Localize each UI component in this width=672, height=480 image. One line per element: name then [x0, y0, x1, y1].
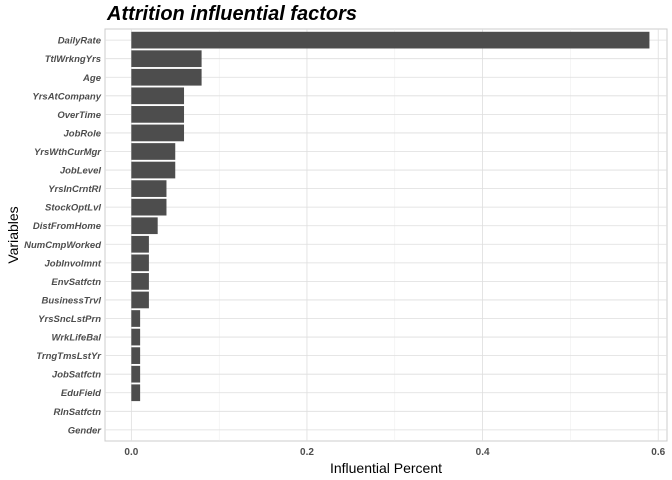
bar-jobinvolmnt — [131, 254, 149, 272]
bar-dailyrate — [131, 31, 650, 49]
bar-trngtmslstyr — [131, 347, 141, 364]
y-tick-label: JobLevel — [60, 166, 102, 177]
x-tick-labels: 0.0 0.2 0.4 0.6 — [124, 447, 665, 458]
y-tick-label: WrkLifeBal — [52, 333, 102, 344]
y-tick-label: EduField — [61, 388, 101, 399]
bar-yrswthcurmgr — [131, 143, 176, 160]
y-tick-label: RlnSatfctn — [54, 407, 102, 418]
y-tick-label: Age — [82, 73, 102, 84]
y-tick-label: OverTime — [57, 110, 101, 121]
y-tick-label: BusinessTrvl — [42, 295, 102, 306]
y-tick-label: EnvSatfctn — [51, 277, 101, 288]
y-tick-label: JobInvolmnt — [45, 258, 102, 269]
bar-yrssnclstprn — [131, 310, 141, 327]
x-tick-label: 0.4 — [476, 447, 490, 458]
x-tick-label: 0.2 — [300, 447, 314, 458]
bar-overtime — [131, 106, 185, 123]
bar-envsatfctn — [131, 273, 149, 290]
bar-jobrole — [131, 124, 185, 142]
bar-distfromhome — [131, 217, 158, 235]
plot-panel — [104, 28, 668, 442]
y-axis-title: Variables — [5, 206, 21, 263]
y-tick-label: TtlWrkngYrs — [45, 54, 101, 65]
x-tick-label: 0.0 — [124, 447, 138, 458]
bar-jobsatfctn — [131, 365, 141, 383]
y-tick-label: YrsSncLstPrn — [38, 314, 101, 325]
y-tick-label: DailyRate — [58, 36, 102, 47]
y-tick-label: YrsInCrntRl — [48, 184, 101, 195]
bar-numcmpworked — [131, 235, 149, 253]
bars — [131, 31, 650, 402]
bar-age — [131, 68, 202, 86]
chart-title: Attrition influential factors — [107, 3, 357, 25]
bar-ttlwrkngyrs — [131, 50, 202, 68]
grid-lines — [105, 29, 667, 441]
y-tick-label: YrsWthCurMgr — [34, 147, 102, 158]
bar-yrsatcompany — [131, 87, 185, 105]
bar-joblevel — [131, 161, 176, 179]
y-tick-label: NumCmpWorked — [24, 240, 101, 251]
x-tick-label: 0.6 — [651, 447, 665, 458]
bar-stockoptlvl — [131, 198, 167, 216]
x-axis-title: Influential Percent — [330, 460, 442, 476]
y-tick-label: TrngTmsLstYr — [36, 351, 102, 362]
y-tick-label: DistFromHome — [33, 221, 102, 232]
bar-businesstrvl — [131, 291, 149, 309]
bar-edufield — [131, 384, 141, 402]
y-tick-labels: DailyRate TtlWrkngYrs Age YrsAtCompany OverT… — [24, 36, 102, 437]
y-tick-label: JobRole — [64, 128, 102, 139]
y-tick-label: JobSatfctn — [52, 370, 101, 381]
bar-yrsincrntrl — [131, 180, 167, 197]
y-tick-label: StockOptLvl — [45, 203, 101, 214]
y-tick-label: Gender — [68, 425, 103, 436]
y-tick-label: YrsAtCompany — [32, 91, 101, 102]
bar-wrklifebal — [131, 328, 141, 346]
